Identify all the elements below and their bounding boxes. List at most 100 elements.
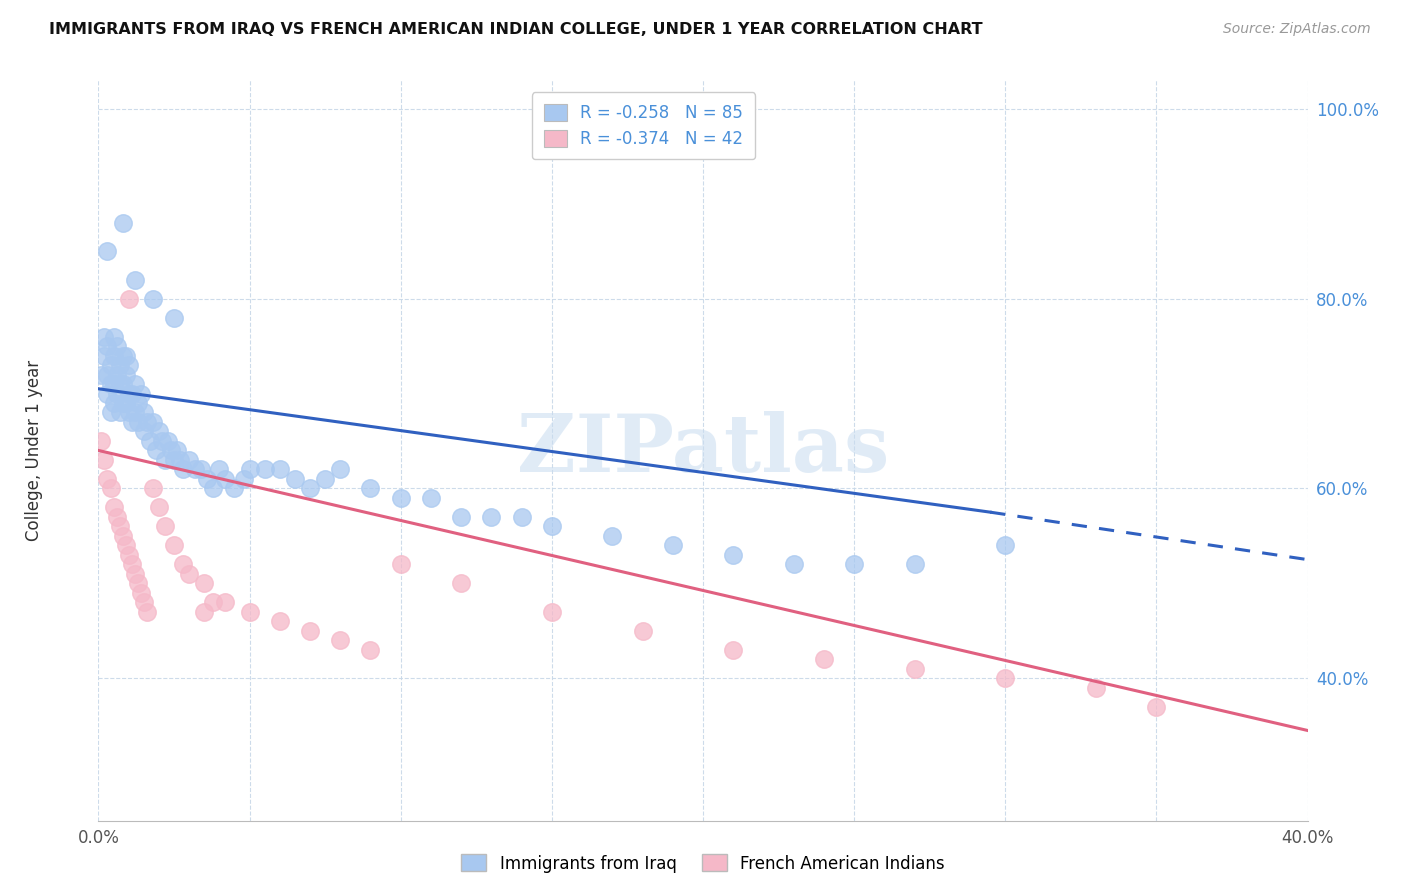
Point <box>813 652 835 666</box>
Point <box>145 443 167 458</box>
Point <box>602 529 624 543</box>
Point <box>269 462 291 476</box>
Point <box>166 443 188 458</box>
Point <box>994 671 1017 685</box>
Point <box>202 595 225 609</box>
Point <box>450 509 472 524</box>
Point <box>299 624 322 638</box>
Legend: Immigrants from Iraq, French American Indians: Immigrants from Iraq, French American In… <box>454 847 952 880</box>
Point <box>172 462 194 476</box>
Point <box>360 482 382 496</box>
Point <box>193 576 215 591</box>
Point <box>232 472 254 486</box>
Point <box>631 624 654 638</box>
Point <box>148 500 170 515</box>
Point <box>142 415 165 429</box>
Point <box>150 434 173 448</box>
Point <box>450 576 472 591</box>
Point <box>105 368 128 382</box>
Point <box>299 482 322 496</box>
Point <box>153 453 176 467</box>
Point <box>108 519 131 533</box>
Point <box>124 405 146 419</box>
Point <box>124 272 146 286</box>
Point <box>540 605 562 619</box>
Point <box>127 415 149 429</box>
Text: Source: ZipAtlas.com: Source: ZipAtlas.com <box>1223 22 1371 37</box>
Point <box>129 586 152 600</box>
Point <box>121 558 143 572</box>
Point <box>118 386 141 401</box>
Point <box>132 405 155 419</box>
Point <box>224 482 246 496</box>
Point <box>314 472 336 486</box>
Point <box>93 329 115 343</box>
Point <box>129 386 152 401</box>
Point <box>1085 681 1108 695</box>
Point <box>904 558 927 572</box>
Point <box>1144 699 1167 714</box>
Point <box>108 377 131 392</box>
Point <box>253 462 276 476</box>
Point <box>103 396 125 410</box>
Point <box>114 396 136 410</box>
Point <box>202 482 225 496</box>
Point <box>269 615 291 629</box>
Point <box>193 605 215 619</box>
Point <box>100 377 122 392</box>
Point <box>510 509 533 524</box>
Point <box>153 519 176 533</box>
Point <box>100 482 122 496</box>
Point <box>103 329 125 343</box>
Point <box>105 339 128 353</box>
Point <box>121 415 143 429</box>
Point <box>103 500 125 515</box>
Point <box>139 434 162 448</box>
Point <box>114 538 136 552</box>
Point <box>114 368 136 382</box>
Point <box>179 453 201 467</box>
Point <box>844 558 866 572</box>
Point <box>163 453 186 467</box>
Point <box>103 349 125 363</box>
Point <box>124 377 146 392</box>
Point <box>214 595 236 609</box>
Point <box>172 558 194 572</box>
Point <box>93 453 115 467</box>
Text: ZIPatlas: ZIPatlas <box>517 411 889 490</box>
Point <box>96 339 118 353</box>
Point <box>540 519 562 533</box>
Point <box>132 425 155 439</box>
Point <box>100 405 122 419</box>
Text: IMMIGRANTS FROM IRAQ VS FRENCH AMERICAN INDIAN COLLEGE, UNDER 1 YEAR CORRELATION: IMMIGRANTS FROM IRAQ VS FRENCH AMERICAN … <box>49 22 983 37</box>
Point <box>389 491 412 505</box>
Point <box>239 605 262 619</box>
Point <box>127 576 149 591</box>
Y-axis label: College, Under 1 year: College, Under 1 year <box>25 359 42 541</box>
Point <box>118 292 141 306</box>
Point <box>190 462 212 476</box>
Point <box>723 642 745 657</box>
Point <box>90 434 112 448</box>
Point <box>118 358 141 372</box>
Point <box>329 633 352 648</box>
Point <box>105 386 128 401</box>
Point <box>420 491 443 505</box>
Point <box>132 595 155 609</box>
Point <box>121 386 143 401</box>
Point <box>783 558 806 572</box>
Point <box>108 358 131 372</box>
Point <box>96 472 118 486</box>
Point <box>111 529 134 543</box>
Point <box>96 386 118 401</box>
Point <box>661 538 683 552</box>
Point <box>208 462 231 476</box>
Point <box>142 482 165 496</box>
Point <box>723 548 745 562</box>
Legend: R = -0.258   N = 85, R = -0.374   N = 42: R = -0.258 N = 85, R = -0.374 N = 42 <box>531 92 755 160</box>
Point <box>329 462 352 476</box>
Point <box>214 472 236 486</box>
Point <box>111 216 134 230</box>
Point <box>118 405 141 419</box>
Point <box>179 566 201 581</box>
